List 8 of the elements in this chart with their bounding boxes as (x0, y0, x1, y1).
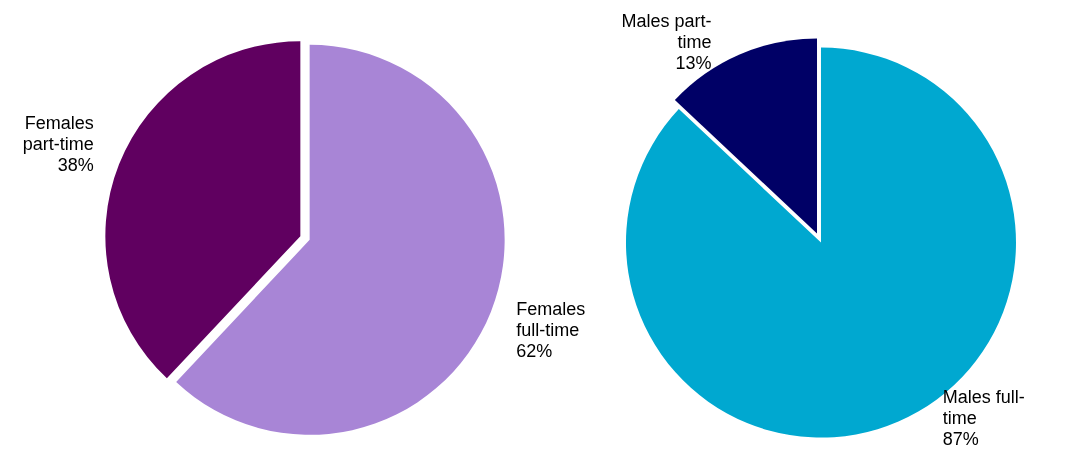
slice-label: Females full-time (516, 298, 586, 340)
data-label: 87% (942, 428, 979, 449)
slice-label: Males part-time (621, 10, 712, 52)
data-label: 62% (516, 340, 553, 361)
slice-label: Females part-time (22, 112, 94, 154)
data-label: 13% (675, 52, 712, 73)
data-label: 38% (57, 154, 94, 175)
slice-label: Males full-time (942, 386, 1025, 428)
